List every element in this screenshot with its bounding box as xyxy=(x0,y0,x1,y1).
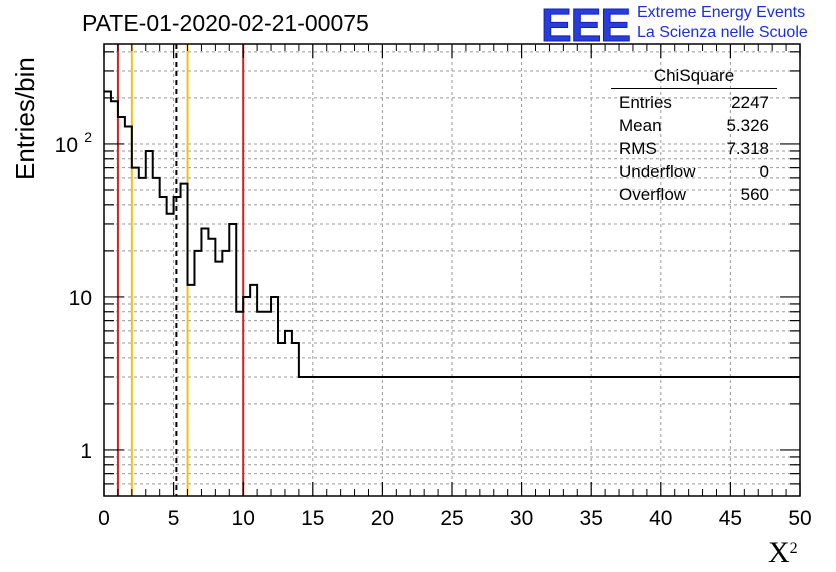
stats-label: Mean xyxy=(619,116,662,135)
axis-ticks xyxy=(103,44,801,496)
y-tick-label: 10 xyxy=(55,134,78,157)
logo-line-1: Extreme Energy Events xyxy=(637,4,806,21)
histogram-outline xyxy=(104,90,800,378)
y-axis-label: Entries/bin xyxy=(10,57,40,180)
stats-row-rms: RMS 7.318 xyxy=(611,137,777,160)
y-tick-exponent: 2 xyxy=(84,129,92,145)
eee-logo: EEE xyxy=(540,0,631,52)
x-axis-label-superscript: 2 xyxy=(789,540,798,557)
stats-value: 7.318 xyxy=(726,139,769,158)
stats-row-mean: Mean 5.326 xyxy=(611,114,777,137)
stats-box: ChiSquare Entries 2247 Mean 5.326 RMS 7.318… xyxy=(611,66,777,206)
y-tick-labels: 1 10 10 2 xyxy=(55,129,93,463)
x-tick-label: 10 xyxy=(232,507,255,530)
x-tick-label: 45 xyxy=(719,507,742,530)
stats-title: ChiSquare xyxy=(611,66,777,89)
stats-row-overflow: Overflow 560 xyxy=(611,183,777,206)
stats-value: 2247 xyxy=(731,93,769,112)
grid-lines xyxy=(104,44,800,496)
stats-value: 0 xyxy=(759,162,769,181)
x-axis-label: X2 xyxy=(768,536,798,570)
logo-line-2: La Scienza nelle Scuole xyxy=(637,24,808,41)
stats-label: Underflow xyxy=(619,162,696,181)
stats-label: RMS xyxy=(619,139,657,158)
stats-row-underflow: Underflow 0 xyxy=(611,160,777,183)
stats-value: 5.326 xyxy=(726,116,769,135)
x-tick-label: 35 xyxy=(580,507,603,530)
stats-label: Overflow xyxy=(619,185,687,204)
x-tick-label: 30 xyxy=(510,507,533,530)
x-tick-label: 25 xyxy=(440,507,463,530)
x-tick-label: 15 xyxy=(301,507,324,530)
y-tick-label: 1 xyxy=(80,440,92,463)
x-tick-label: 50 xyxy=(788,507,811,530)
x-tick-label: 0 xyxy=(98,507,110,530)
x-axis-label-base: X xyxy=(768,536,790,569)
reference-lines xyxy=(116,44,245,496)
x-tick-labels: 0 5 10 15 20 25 30 35 40 45 50 xyxy=(98,507,812,530)
chart-title: PATE-01-2020-02-21-00075 xyxy=(82,10,369,36)
stats-value: 560 xyxy=(740,185,769,204)
stats-label: Entries xyxy=(619,93,672,112)
x-tick-label: 5 xyxy=(168,507,180,530)
x-tick-label: 40 xyxy=(649,507,672,530)
stats-row-entries: Entries 2247 xyxy=(611,91,777,114)
y-tick-label: 10 xyxy=(69,287,92,310)
x-tick-label: 20 xyxy=(371,507,394,530)
